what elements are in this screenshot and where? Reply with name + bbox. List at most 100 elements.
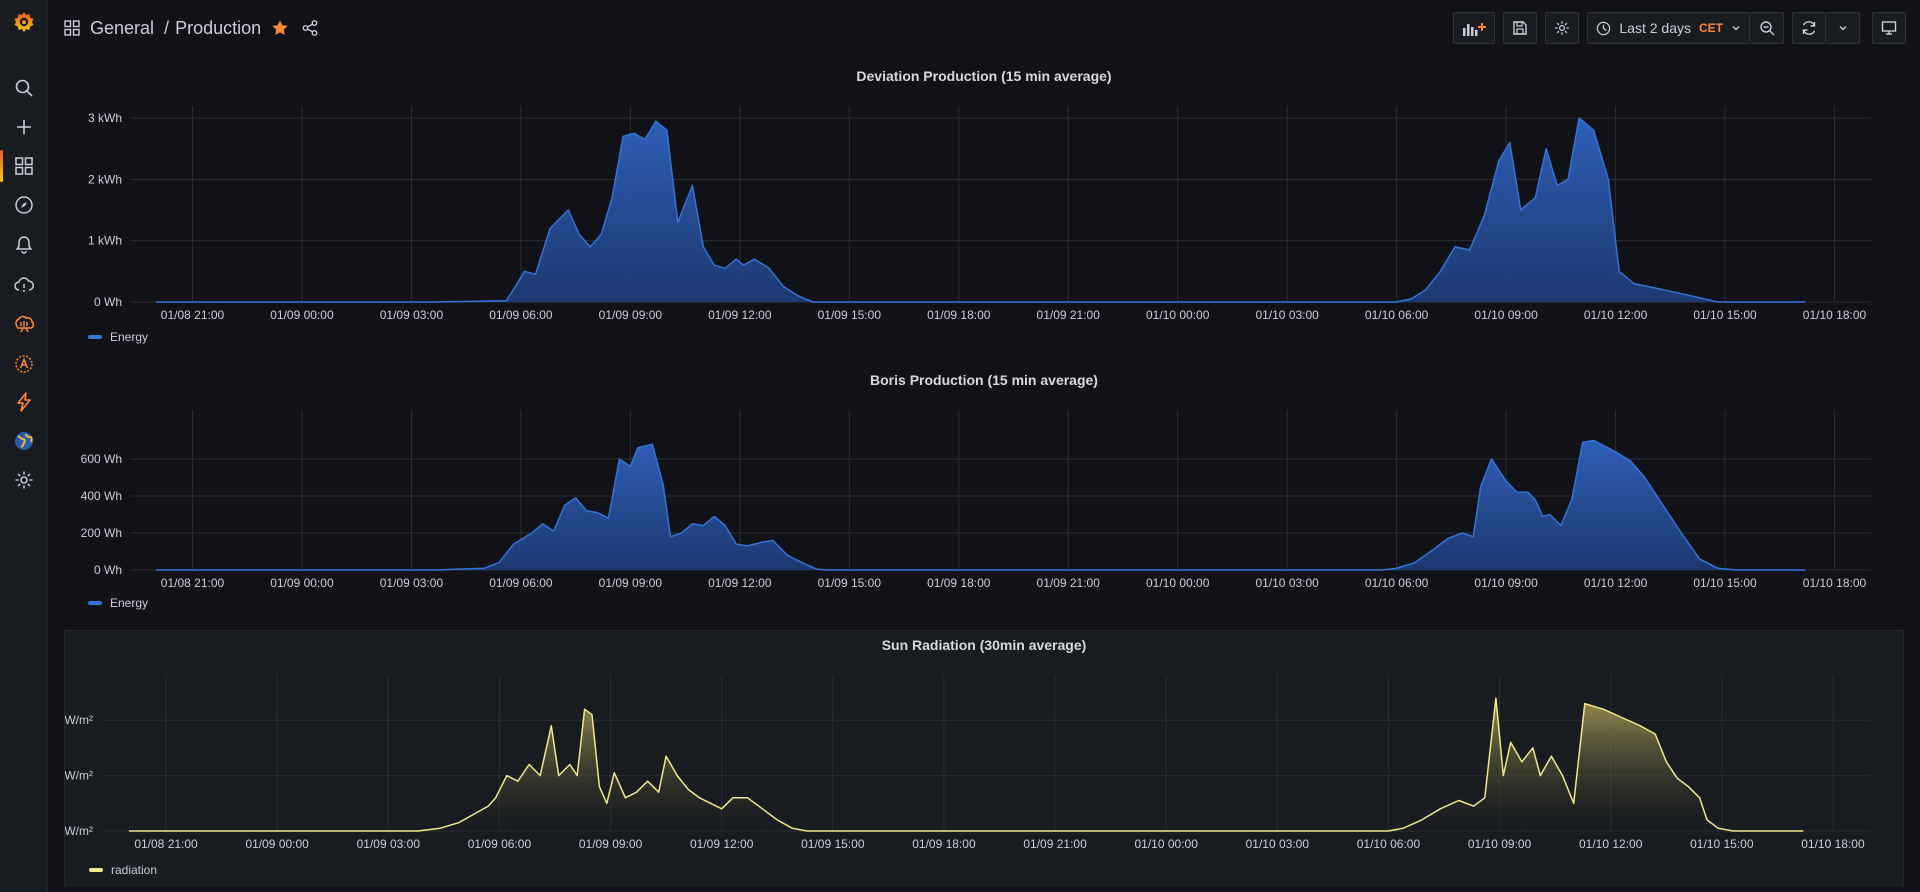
settings-icon — [15, 471, 32, 489]
top-bar: General / Production Last 2 days CET — [48, 0, 1920, 56]
dashboards-button[interactable] — [0, 146, 47, 186]
x-tick-label: 01/10 15:00 — [1690, 837, 1754, 851]
deviation-production-chart[interactable]: 01/08 21:00 01/09 00:00 01/09 03:00 01/09 0… — [64, 92, 1904, 342]
cloud-alert-button[interactable] — [0, 265, 47, 305]
plugin-globe-button[interactable] — [0, 421, 47, 461]
x-tick-label: 01/10 06:00 — [1365, 576, 1429, 590]
deviation-production-panel[interactable]: Deviation Production (15 min average) 01… — [64, 62, 1904, 350]
boris-production-chart[interactable]: 01/08 21:00 01/09 00:00 01/09 03:00 01/09 0… — [64, 396, 1904, 616]
x-tick-label: 01/09 03:00 — [357, 837, 421, 851]
series-line[interactable] — [129, 697, 1804, 832]
refresh-button[interactable] — [1792, 12, 1826, 44]
dashboard-title[interactable]: Production — [175, 17, 262, 38]
chevron-down-icon — [1839, 26, 1846, 31]
toolbar: Last 2 days CET — [1453, 12, 1906, 44]
x-tick-label: 01/09 03:00 — [380, 308, 444, 322]
refresh-interval-button[interactable] — [1826, 12, 1860, 44]
explore-button[interactable] — [0, 185, 47, 225]
x-tick-label: 01/09 09:00 — [599, 308, 663, 322]
x-tick-label: 01/09 06:00 — [468, 837, 532, 851]
time-picker-button[interactable]: Last 2 days CET — [1587, 12, 1750, 44]
dashboards-icon — [14, 157, 33, 175]
legend-item[interactable]: radiation — [89, 863, 157, 877]
sun-radiation-chart[interactable]: 01/08 21:00 01/09 00:00 01/09 03:00 01/09 0… — [65, 661, 1903, 881]
legend-item[interactable]: Energy — [88, 330, 148, 344]
save-dashboard-button[interactable] — [1503, 12, 1538, 44]
plugin-bolt-button[interactable] — [0, 382, 47, 422]
chevron-down-icon — [1732, 26, 1740, 31]
breadcrumb-separator: / — [164, 17, 170, 38]
sun-radiation-panel[interactable]: Sun Radiation (30min average) 01/08 21:0… — [64, 630, 1904, 886]
y-tick-label: 1 kWh — [88, 234, 122, 248]
plugin-globe-icon — [14, 432, 33, 450]
x-tick-label: 01/09 09:00 — [579, 837, 643, 851]
x-tick-label: 01/09 00:00 — [270, 576, 334, 590]
breadcrumb-folder[interactable]: General — [90, 17, 155, 38]
x-tick-label: 01/09 00:00 — [245, 837, 309, 851]
add-panel-button[interactable] — [1453, 12, 1496, 44]
legend-swatch — [88, 335, 102, 339]
x-tick-label: 01/10 03:00 — [1246, 837, 1310, 851]
sidebar — [0, 0, 48, 892]
x-tick-label: 01/10 03:00 — [1255, 308, 1319, 322]
y-tick-label: 400 Wh — [81, 489, 122, 503]
share-icon[interactable] — [301, 19, 319, 37]
x-tick-label: 01/09 15:00 — [818, 308, 882, 322]
y-tick-label: 0 W/m² — [65, 824, 93, 838]
series-line[interactable] — [156, 117, 1806, 303]
star-icon[interactable] — [271, 19, 289, 37]
cloud-alert-icon — [13, 277, 34, 292]
dashboard-settings-button[interactable] — [1545, 12, 1580, 44]
x-tick-label: 01/10 06:00 — [1357, 837, 1421, 851]
boris-production-panel[interactable]: Boris Production (15 min average) 01/08 … — [64, 366, 1904, 616]
x-tick-label: 01/09 12:00 — [708, 308, 772, 322]
search-icon — [15, 79, 33, 97]
dashboards-icon — [64, 20, 80, 36]
x-tick-label: 01/10 00:00 — [1146, 308, 1210, 322]
explore-icon — [14, 196, 33, 214]
alerting-button[interactable] — [0, 225, 47, 265]
x-tick-label: 01/10 18:00 — [1801, 837, 1865, 851]
x-tick-label: 01/08 21:00 — [161, 308, 225, 322]
x-tick-label: 01/10 15:00 — [1693, 308, 1757, 322]
x-tick-label: 01/10 00:00 — [1146, 576, 1210, 590]
search-button[interactable] — [0, 68, 47, 108]
legend-item[interactable]: Energy — [88, 596, 148, 610]
x-tick-label: 01/10 12:00 — [1579, 837, 1643, 851]
configuration-button[interactable] — [0, 460, 47, 500]
tv-mode-icon — [1881, 21, 1897, 35]
series-line[interactable] — [156, 439, 1806, 571]
x-tick-label: 01/09 18:00 — [927, 308, 991, 322]
save-icon — [1513, 21, 1528, 35]
plugin-a-button[interactable] — [0, 344, 47, 384]
timezone-badge: CET — [1699, 21, 1723, 35]
tv-mode-button[interactable] — [1872, 12, 1906, 44]
time-range-label: Last 2 days — [1619, 20, 1691, 36]
settings-icon — [1555, 21, 1570, 35]
x-tick-label: 01/09 15:00 — [801, 837, 865, 851]
y-tick-label: 200 Wh — [81, 526, 122, 540]
create-button[interactable] — [0, 107, 47, 147]
panel-title: Sun Radiation (30min average) — [881, 637, 1087, 653]
refresh-icon — [1802, 21, 1816, 35]
x-tick-label: 01/10 09:00 — [1474, 308, 1538, 322]
zoom-out-icon — [1759, 21, 1774, 36]
x-tick-label: 01/09 06:00 — [489, 576, 553, 590]
grafana-logo[interactable] — [0, 0, 47, 44]
y-tick-label: 200 W/m² — [65, 769, 93, 783]
x-tick-label: 01/10 09:00 — [1468, 837, 1532, 851]
y-tick-label: 0 Wh — [94, 563, 122, 577]
x-tick-label: 01/10 18:00 — [1803, 576, 1867, 590]
plugin-a-icon — [14, 355, 33, 373]
x-tick-label: 01/10 06:00 — [1365, 308, 1429, 322]
x-tick-label: 01/09 21:00 — [1037, 308, 1101, 322]
x-tick-label: 01/09 21:00 — [1023, 837, 1087, 851]
plugin-brain-button[interactable] — [0, 304, 47, 344]
zoom-out-button[interactable] — [1750, 12, 1784, 44]
panel-title: Deviation Production (15 min average) — [856, 68, 1112, 84]
y-tick-label: 2 kWh — [88, 172, 122, 186]
panel-title: Boris Production (15 min average) — [870, 372, 1098, 388]
legend-label: radiation — [111, 863, 158, 877]
plus-icon — [16, 120, 31, 134]
x-tick-label: 01/10 09:00 — [1474, 576, 1538, 590]
